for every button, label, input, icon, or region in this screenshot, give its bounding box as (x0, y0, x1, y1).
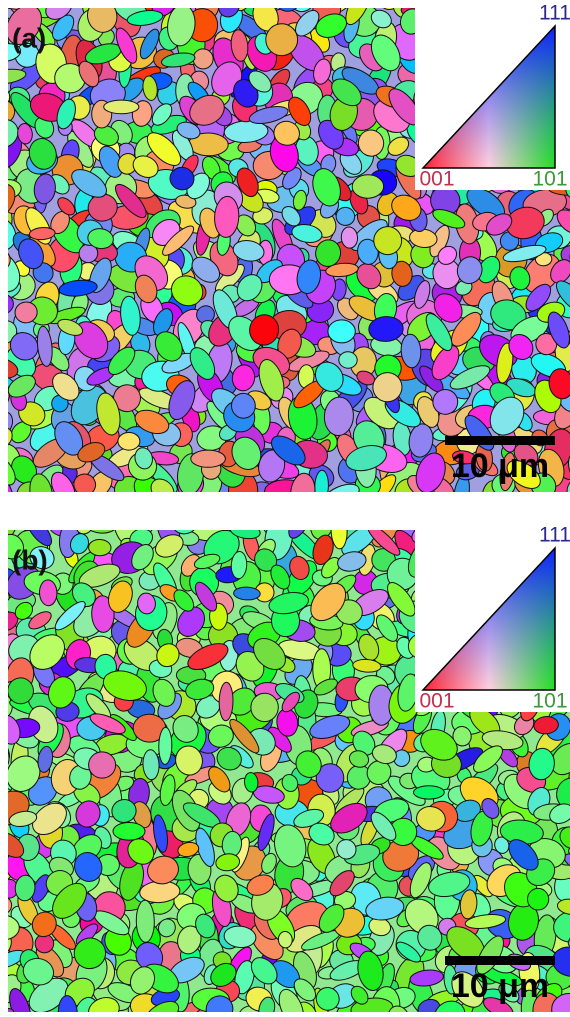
grain (233, 587, 260, 601)
grain (338, 351, 357, 368)
scale-bar (445, 436, 555, 445)
grain (88, 539, 111, 556)
grain (352, 175, 384, 199)
legend-top: 111 (539, 524, 570, 547)
grain (219, 682, 233, 721)
figure: 111 001 101 (a) 10 μm 111 001 101 (b) 10 μm (0, 0, 570, 1017)
scale-bar-label: 10 μm (451, 967, 549, 1005)
legend-bottom-right: 101 (532, 168, 567, 191)
grain (448, 510, 470, 533)
grain (39, 580, 57, 606)
legend-bottom-left: 001 (419, 168, 454, 191)
grain (104, 100, 139, 114)
grain (465, 0, 504, 9)
legend-bottom-right: 101 (532, 690, 567, 713)
grain (136, 900, 155, 942)
panel-label: (a) (12, 22, 46, 53)
grain (113, 823, 145, 841)
panel-label: (b) (12, 544, 48, 575)
grain (158, 727, 172, 764)
grain (118, 433, 140, 451)
grain (88, 751, 116, 778)
grain (191, 450, 226, 467)
legend-top: 111 (539, 2, 570, 25)
legend-bottom-left: 001 (419, 690, 454, 713)
page: {"panels": [ {"label": "(a)", "legend": … (0, 0, 570, 1017)
grain (328, 320, 356, 343)
grain (0, 747, 9, 770)
grain (414, 786, 445, 799)
scale-bar-label: 10 μm (451, 447, 549, 485)
grain (527, 888, 549, 911)
scale-bar (445, 956, 555, 965)
